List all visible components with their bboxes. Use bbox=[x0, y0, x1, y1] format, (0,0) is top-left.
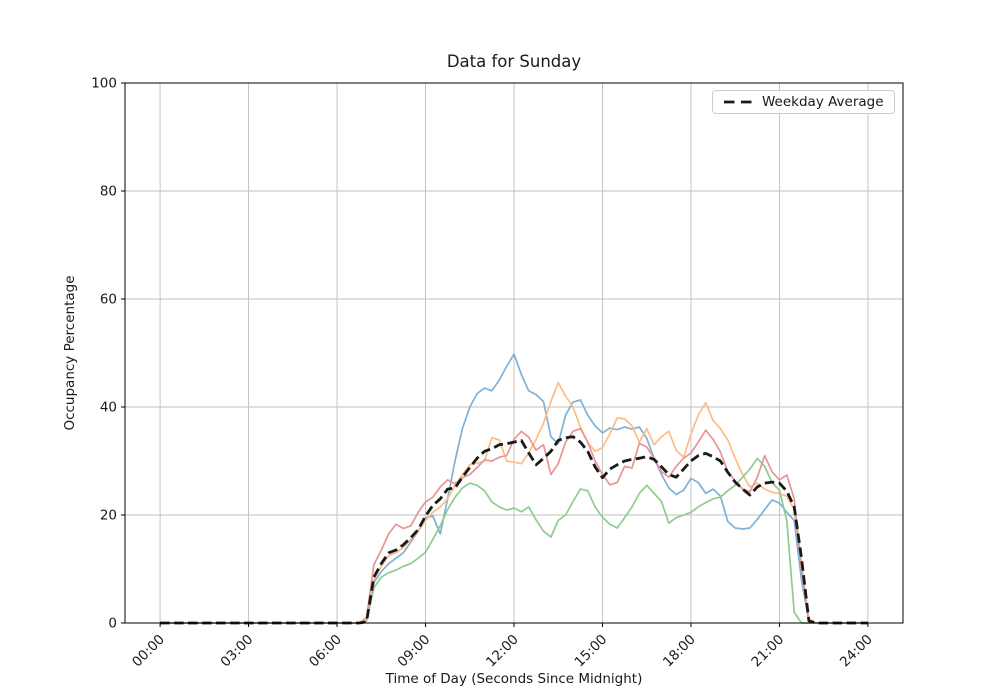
y-tick-label: 80 bbox=[100, 184, 117, 200]
x-tick-label: 06:00 bbox=[306, 632, 345, 671]
x-tick-label: 15:00 bbox=[571, 632, 610, 671]
y-tick-label: 40 bbox=[100, 400, 117, 416]
x-tick-label: 00:00 bbox=[129, 632, 168, 671]
legend-box: Weekday Average bbox=[712, 90, 895, 114]
y-tick-label: 0 bbox=[108, 616, 117, 632]
x-tick-label: 12:00 bbox=[483, 632, 522, 671]
x-tick-label: 18:00 bbox=[660, 632, 699, 671]
chart-title: Data for Sunday bbox=[446, 52, 582, 71]
x-tick-label: 24:00 bbox=[837, 632, 876, 671]
legend-label: Weekday Average bbox=[762, 94, 884, 110]
y-axis-label: Occupancy Percentage bbox=[62, 275, 78, 431]
x-tick-label: 09:00 bbox=[395, 632, 434, 671]
y-tick-label: 60 bbox=[100, 292, 117, 308]
y-tick-label: 20 bbox=[100, 508, 117, 524]
x-axis-label: Time of Day (Seconds Since Midnight) bbox=[385, 671, 643, 687]
weekday-average-dash-icon bbox=[724, 100, 752, 104]
y-tick-label: 100 bbox=[91, 76, 117, 92]
x-tick-label: 21:00 bbox=[748, 632, 787, 671]
x-tick-label: 03:00 bbox=[218, 632, 257, 671]
